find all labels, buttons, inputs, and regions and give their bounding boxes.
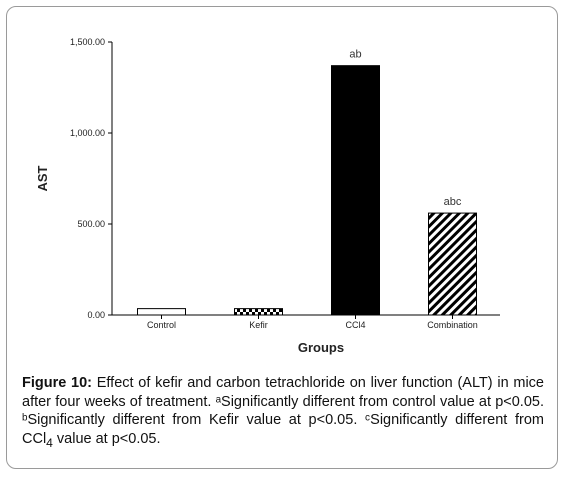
bar-data-label: abc <box>444 196 462 208</box>
bars <box>137 65 477 316</box>
bar-chart: 0.00 500.00 1,000.00 1,500.00 AST Groups Contr… <box>35 37 500 355</box>
labels: 0.00 500.00 1,000.00 1,500.00 AST Groups Contr… <box>35 37 478 355</box>
x-tick-label: Combination <box>427 320 478 330</box>
caption-subscript: 4 <box>46 435 53 450</box>
y-tick-label: 1,500.00 <box>70 37 105 47</box>
bar-ccl4 <box>331 65 380 316</box>
y-axis-label: AST <box>35 165 50 191</box>
y-tick-label: 1,000.00 <box>70 128 105 138</box>
x-tick-label: Kefir <box>249 320 268 330</box>
bar-control <box>137 308 186 316</box>
caption-label: Figure 10: <box>22 375 92 391</box>
caption-text: Effect of kefir and carbon tetrachloride… <box>22 375 544 447</box>
x-tick-label: CCl4 <box>345 320 365 330</box>
caption-text-end: value at p<0.05. <box>52 430 161 447</box>
x-tick-label: Control <box>147 320 176 330</box>
y-tick-label: 0.00 <box>87 310 105 320</box>
bar-combination <box>428 212 477 316</box>
x-axis-label: Groups <box>298 340 344 355</box>
y-tick-label: 500.00 <box>77 219 105 229</box>
bar-data-label: ab <box>349 49 361 61</box>
bar-kefir <box>234 308 283 316</box>
figure-caption: Figure 10: Effect of kefir and carbon te… <box>22 374 544 452</box>
